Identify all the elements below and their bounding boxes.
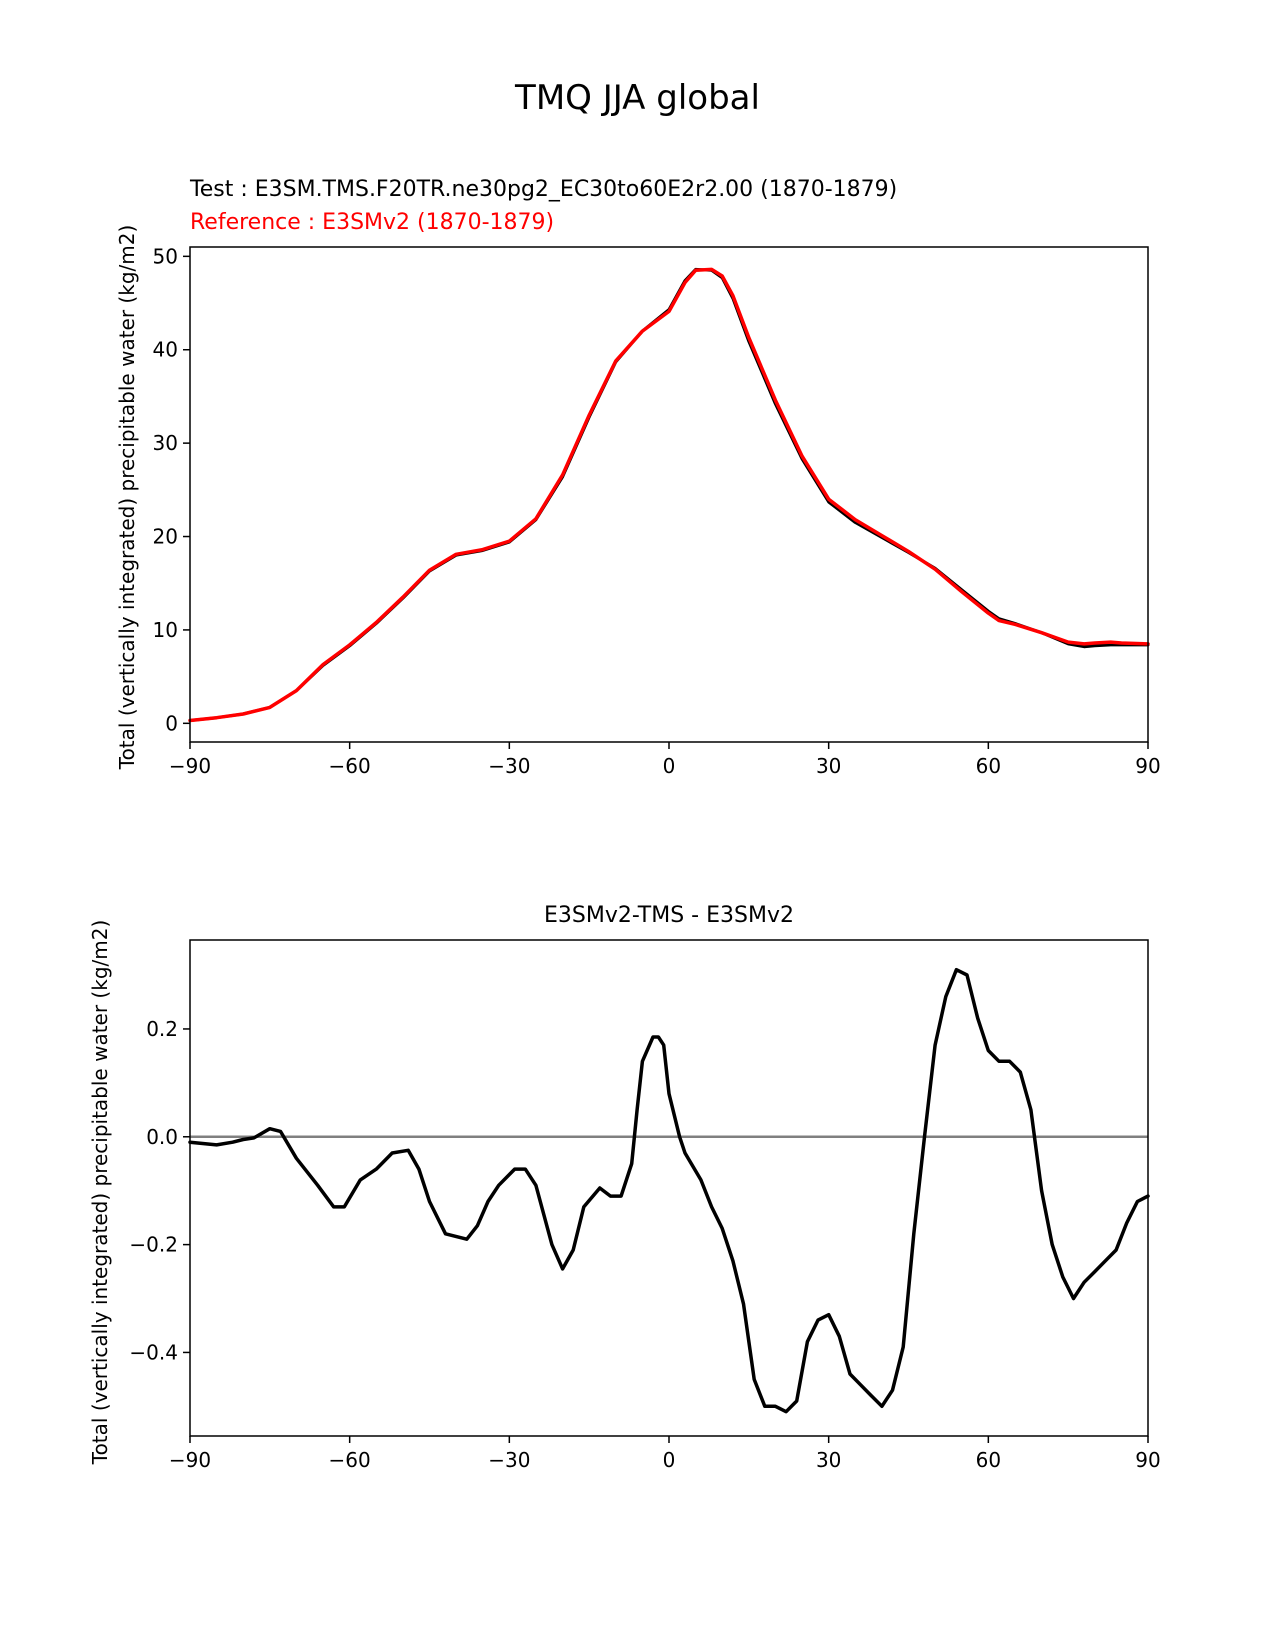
x-tick-label: −30	[488, 754, 530, 778]
x-tick-label: 60	[976, 1448, 1001, 1472]
plot-frame	[189, 939, 1149, 1437]
x-tick-label: 30	[816, 754, 841, 778]
x-tick-label: −90	[169, 754, 211, 778]
y-tick-label: 40	[153, 338, 178, 362]
x-tick-label: 30	[816, 1448, 841, 1472]
x-tick-label: 0	[663, 1448, 676, 1472]
series-line-reference	[188, 267, 1150, 723]
top-plot-area: −90 −60 −30 0 30 60 90 0 10 20 30 40 50	[153, 244, 1161, 778]
figure-title: TMQ JJA global	[514, 78, 760, 118]
bottom-chart: E3SMv2-TMS - E3SMv2 Total (vertically in…	[88, 903, 1161, 1472]
series-line-diff	[188, 967, 1150, 1414]
bottom-y-axis-label: Total (vertically integrated) precipitab…	[88, 920, 112, 1466]
y-tick-label: 0.2	[146, 1017, 178, 1041]
y-tick-label: −0.4	[129, 1340, 178, 1364]
bottom-chart-title: E3SMv2-TMS - E3SMv2	[544, 903, 794, 928]
y-tick-label: 10	[153, 618, 178, 642]
y-tick-label: 50	[153, 244, 178, 268]
y-tick-label: 30	[153, 431, 178, 455]
y-tick-label: 20	[153, 525, 178, 549]
top-chart: Test : E3SM.TMS.F20TR.ne30pg2_EC30to60E2…	[115, 177, 1161, 778]
x-tick-label: −30	[488, 1448, 530, 1472]
x-tick-label: 60	[976, 754, 1001, 778]
bottom-plot-area: −90 −60 −30 0 30 60 90 −0.4 −0.2 0.0 0.2	[129, 939, 1161, 1472]
x-tick-label: 0	[663, 754, 676, 778]
series-line-test	[188, 267, 1150, 722]
y-tick-label: −0.2	[129, 1233, 178, 1257]
top-y-axis-label: Total (vertically integrated) precipitab…	[115, 225, 139, 771]
test-label: Test : E3SM.TMS.F20TR.ne30pg2_EC30to60E2…	[189, 177, 897, 202]
x-tick-label: −60	[329, 1448, 371, 1472]
x-tick-label: −90	[169, 1448, 211, 1472]
plot-frame	[189, 246, 1149, 743]
y-tick-label: 0	[165, 711, 178, 735]
reference-label: Reference : E3SMv2 (1870-1879)	[190, 210, 554, 235]
x-tick-label: 90	[1135, 1448, 1160, 1472]
x-tick-label: 90	[1135, 754, 1160, 778]
y-tick-label: 0.0	[146, 1125, 178, 1149]
x-tick-label: −60	[329, 754, 371, 778]
